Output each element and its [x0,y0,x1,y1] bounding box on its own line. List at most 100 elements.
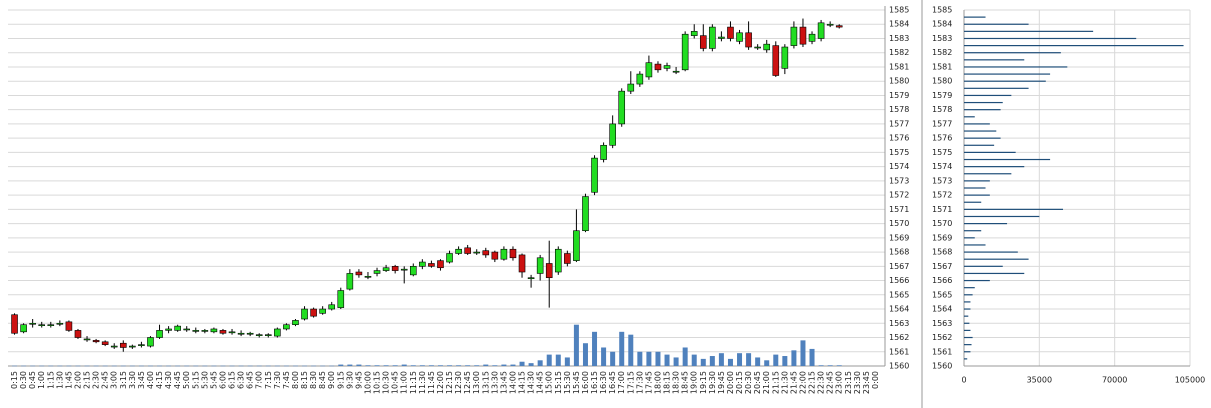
y-tick-label: 1585 [889,6,909,15]
y-tick-label: 1562 [889,333,909,342]
candle-body [165,328,172,331]
candle-body [699,35,707,49]
x-tick-label: 4:45 [173,371,182,389]
profile-bar [964,52,1061,54]
profile-bar [964,16,986,18]
y-tick-label: 1581 [932,62,952,71]
profile-bar [964,336,973,339]
x-tick-label: 20:15 [735,371,744,394]
candle-body [65,321,73,331]
x-tick-label: 11:15 [409,371,418,394]
volume-bar [138,365,144,367]
candle-body [718,36,725,39]
volume-bar [256,365,262,367]
volume-bar [229,365,235,367]
y-tick-label: 1571 [932,205,952,214]
volume-bar [673,357,679,366]
volume-bar [102,365,108,367]
x-tick-label: 4:30 [164,371,173,389]
candle-body [292,320,299,326]
volume-bar [30,365,36,367]
volume-bar [437,365,443,366]
volume-bar [157,365,163,367]
volume-bar [93,365,99,367]
volume-bar [700,358,706,366]
x-tick-label: 0:45 [28,371,37,389]
x-tick-label: 105000 [1175,376,1206,385]
x-tick-label: 10:15 [373,371,382,394]
profile-bar [964,109,1001,111]
candle-body [690,31,698,36]
candle-body [781,46,789,69]
x-tick-label: 10:45 [391,371,400,394]
candle-body [319,308,326,314]
x-tick-label: 0:15 [10,371,19,389]
candle-body [754,46,761,49]
candle-body [591,157,598,193]
candle-body [772,45,780,76]
y-tick-label: 1577 [889,119,909,128]
x-tick-label: 6:00 [218,371,227,389]
y-tick-label: 1572 [889,191,909,200]
volume-bar [292,365,298,367]
candle-body [38,324,46,327]
volume-bar [129,365,135,367]
volume-bar [646,351,652,366]
candle-body [174,325,181,331]
profile-bar [964,351,971,353]
profile-bar [964,279,990,282]
x-tick-label: 18:15 [663,371,672,394]
y-tick-label: 1570 [932,219,952,228]
volume-bar [283,365,289,367]
volume-bar [827,365,833,366]
volume-bar [773,354,779,366]
candle-body [545,263,553,279]
x-tick-label: 18:45 [681,371,690,394]
candle-body [246,332,254,335]
volume-bar [456,365,462,366]
y-tick-label: 1563 [889,319,909,328]
x-tick-label: 16:45 [608,371,617,394]
candle-body [119,342,127,348]
y-tick-label: 1574 [889,162,909,171]
y-tick-label: 1576 [932,134,952,143]
profile-bar [964,358,968,360]
y-tick-label: 1569 [932,233,952,242]
candle-body [527,277,535,280]
candle-body [500,248,508,260]
profile-bar [964,301,971,303]
x-tick-label: 20:30 [744,371,753,394]
volume-bar [202,365,208,367]
x-tick-label: 7:00 [255,371,264,389]
volume-bar [791,350,797,366]
candle-body [192,330,200,332]
x-tick-label: 5:45 [209,371,218,389]
volume-bar [66,365,72,367]
x-tick-label: 13:45 [499,371,508,394]
x-tick-label: 14:00 [508,371,517,394]
x-tick-label: 14:30 [527,371,536,394]
candle-body [645,62,653,78]
candle-body [373,270,381,274]
y-tick-label: 1583 [932,34,952,43]
x-tick-label: 4:15 [155,371,164,389]
y-tick-label: 1578 [889,105,909,114]
profile-bar [964,187,986,189]
x-tick-label: 9:15 [336,371,345,389]
y-tick-label: 1575 [889,148,909,157]
x-tick-label: 21:15 [771,371,780,394]
profile-bar [964,116,975,118]
x-tick-label: 3:45 [137,371,146,389]
candle-body [364,275,372,278]
x-tick-label: 7:15 [264,371,273,389]
profile-bar [964,23,1029,25]
volume-bar [211,365,217,367]
volume-bar [655,351,661,366]
volume-bar [628,334,634,366]
profile-bar [964,166,1025,168]
candle-body [355,271,363,276]
x-tick-label: 22:45 [826,371,835,394]
profile-bar [964,101,1003,104]
x-tick-label: 8:15 [300,371,309,389]
candle-body [835,25,843,28]
